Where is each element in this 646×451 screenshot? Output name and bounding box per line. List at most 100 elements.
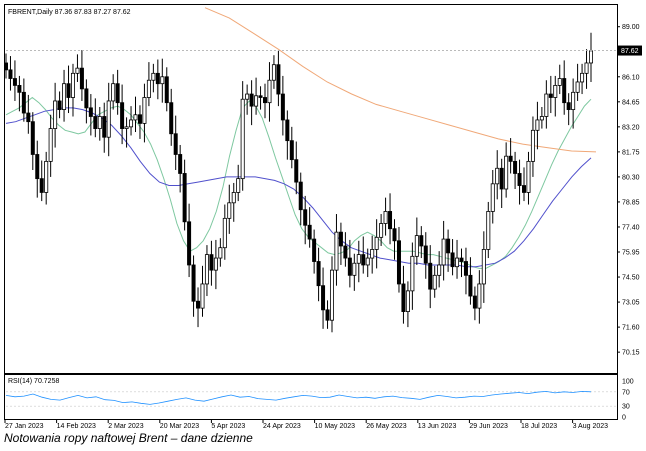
- candle-body: [289, 140, 294, 161]
- candle-body: [160, 76, 165, 85]
- time-tick-label: 20 Mar 2023: [160, 423, 199, 430]
- candle-body: [62, 83, 67, 110]
- candle-body: [8, 69, 13, 79]
- candle-body: [513, 160, 518, 174]
- time-tick-label: 10 May 2023: [315, 423, 356, 430]
- candle-body: [196, 300, 201, 309]
- candle-body: [486, 211, 491, 250]
- candle-body: [580, 72, 585, 83]
- candle-body: [343, 245, 348, 259]
- candle-body: [379, 223, 384, 238]
- candle-body: [316, 261, 321, 287]
- candle-body: [209, 254, 214, 271]
- time-tick-label: 3 Aug 2023: [573, 423, 609, 430]
- candle-body: [535, 119, 540, 131]
- rsi-level-label: 100: [622, 379, 634, 386]
- time-tick-label: 14 Feb 2023: [57, 423, 96, 430]
- price-tick-label: 71.60: [622, 325, 640, 332]
- candle-body: [544, 93, 549, 117]
- candle-body: [325, 309, 330, 321]
- candle-body: [53, 100, 58, 129]
- time-tick-label: 5 Apr 2023: [211, 423, 245, 430]
- candle-body: [115, 83, 120, 104]
- candle-body: [173, 133, 178, 155]
- candle-body: [329, 269, 334, 321]
- candle-body: [298, 181, 303, 211]
- candle-body: [39, 178, 44, 193]
- candle-body: [490, 183, 495, 212]
- price-tick-label: 86.10: [622, 74, 640, 81]
- candle-body: [414, 235, 419, 257]
- candle-body: [450, 252, 455, 268]
- candle-body: [191, 264, 196, 302]
- candle-body: [307, 224, 312, 240]
- moving-average-line: [204, 7, 597, 153]
- candle-body: [155, 72, 160, 85]
- time-tick-label: 26 May 2023: [366, 423, 407, 430]
- price-tick-label: 84.65: [622, 99, 640, 106]
- candle-body: [164, 76, 169, 104]
- candle-body: [526, 160, 531, 193]
- candle-body: [477, 283, 482, 309]
- candle-body: [504, 155, 509, 190]
- candle-body: [280, 93, 285, 121]
- price-tick-label: 81.75: [622, 149, 640, 156]
- price-tick-label: 74.50: [622, 275, 640, 282]
- chart-header: FBRENT,Daily 87.36 87.83 87.27 87.62: [8, 9, 131, 16]
- candle-body: [410, 255, 415, 292]
- last-price-label: 87.62: [621, 48, 639, 55]
- candle-body: [517, 173, 522, 186]
- rsi-level-label: 70: [622, 389, 630, 396]
- price-tick-label: 89.00: [622, 24, 640, 31]
- candle-body: [312, 238, 317, 262]
- candle-body: [553, 85, 558, 98]
- candle-body: [423, 245, 428, 264]
- rsi-level-label: 30: [622, 404, 630, 411]
- time-axis: 27 Jan 2023 14 Feb 2023 2 Mar 2023 20 Mar 2…: [4, 420, 609, 430]
- candle-body: [187, 221, 192, 266]
- candle-body: [508, 155, 513, 162]
- price-tick-label: 70.15: [622, 350, 640, 357]
- rsi-level-label: 0: [622, 415, 626, 422]
- candle-body: [200, 283, 205, 309]
- candle-body: [169, 102, 174, 135]
- candle-body: [334, 231, 339, 271]
- candle-body: [285, 119, 290, 142]
- candle-body: [396, 240, 401, 285]
- candle-body: [133, 114, 138, 121]
- candle-body: [218, 247, 223, 259]
- candle-body: [365, 257, 370, 266]
- price-tick-label: 83.20: [622, 124, 640, 131]
- candle-body: [347, 257, 352, 276]
- candle-body: [222, 217, 227, 249]
- candle-body: [236, 178, 241, 193]
- candle-body: [182, 173, 187, 223]
- candle-body: [370, 249, 375, 259]
- candle-body: [4, 62, 9, 71]
- candle-body: [571, 91, 576, 110]
- candle-body: [401, 283, 406, 312]
- time-tick-label: 24 Apr 2023: [263, 423, 301, 430]
- candle-body: [26, 112, 31, 123]
- price-tick-label: 77.40: [622, 224, 640, 231]
- candle-body: [522, 185, 527, 193]
- candle-body: [142, 97, 147, 124]
- candle-body: [35, 154, 40, 180]
- candle-body: [271, 64, 276, 81]
- time-tick-label: 27 Jan 2023: [5, 423, 44, 430]
- candle-body: [468, 274, 473, 297]
- rsi-line: [5, 390, 592, 405]
- candle-body: [446, 238, 451, 254]
- candle-body: [276, 64, 281, 95]
- candle-body: [437, 264, 442, 276]
- price-axis: 89.00 87.62 86.10 84.65 83.20 81.75 80.30 78.85…: [617, 24, 642, 357]
- chart-caption: Notowania ropy naftowej Brent – dane dzi…: [4, 431, 253, 445]
- candle-body: [481, 249, 486, 285]
- candle-body: [57, 100, 62, 110]
- candle-body: [240, 98, 245, 180]
- candle-body: [539, 116, 544, 121]
- candle-body: [70, 72, 75, 98]
- candle-body: [530, 129, 535, 162]
- last-price-box: [618, 45, 642, 56]
- candle-body: [294, 159, 299, 183]
